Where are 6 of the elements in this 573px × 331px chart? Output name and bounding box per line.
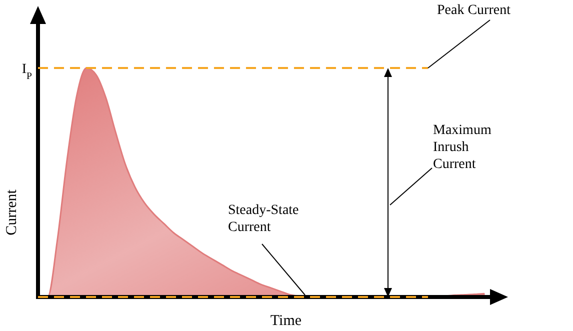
ref-line-label: I$_{P}$ xyxy=(22,62,33,82)
annotation: Steady-State Current xyxy=(228,203,299,235)
y-axis-title: Current xyxy=(4,188,20,236)
text: Peak Current xyxy=(437,3,511,18)
annotation: Maximum Inrush Current xyxy=(433,123,492,172)
x-axis-title: Time xyxy=(270,313,302,329)
